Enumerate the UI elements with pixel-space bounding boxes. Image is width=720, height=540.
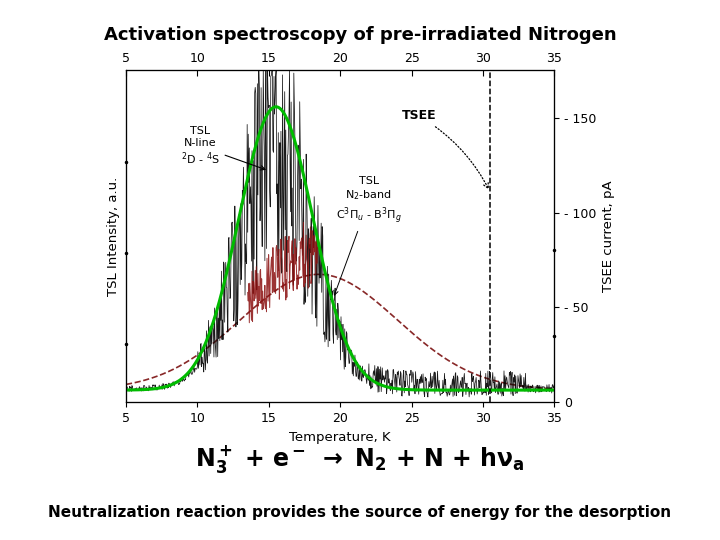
- Text: TSEE: TSEE: [402, 110, 488, 188]
- Y-axis label: TSL Intensity, a.u.: TSL Intensity, a.u.: [107, 177, 120, 296]
- Text: TSL
N-line
$^2$D - $^4$S: TSL N-line $^2$D - $^4$S: [181, 126, 265, 170]
- Y-axis label: TSEE current, pA: TSEE current, pA: [602, 180, 615, 292]
- Text: $\mathbf{N_3^+}$ + $\mathbf{e^-}$ $\mathbf{\rightarrow}$ $\mathbf{N_2}$ + $\math: $\mathbf{N_3^+}$ + $\mathbf{e^-}$ $\math…: [195, 443, 525, 475]
- Text: Neutralization reaction provides the source of energy for the desorption: Neutralization reaction provides the sou…: [48, 505, 672, 519]
- Text: Activation spectroscopy of pre-irradiated Nitrogen: Activation spectroscopy of pre-irradiate…: [104, 25, 616, 44]
- Text: TSL
N$_2$-band
C$^3Π_u$ - B$^3Π_g$: TSL N$_2$-band C$^3Π_u$ - B$^3Π_g$: [334, 177, 402, 295]
- X-axis label: Temperature, K: Temperature, K: [289, 430, 391, 443]
